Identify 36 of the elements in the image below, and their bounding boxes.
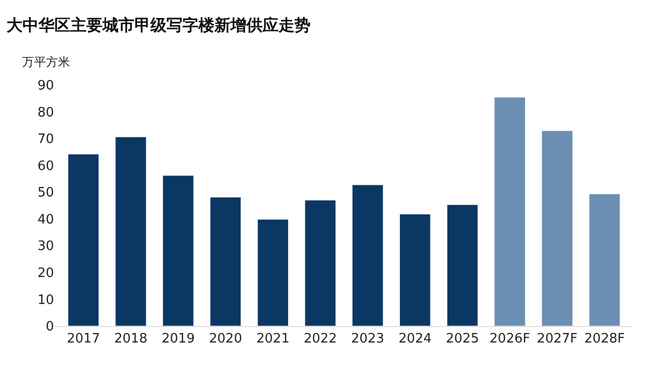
bar xyxy=(162,175,194,326)
x-tick-label: 2024 xyxy=(398,332,432,347)
y-tick-label: 70 xyxy=(37,132,54,148)
bar xyxy=(210,196,242,326)
x-tick-label: 2025 xyxy=(446,332,479,347)
bar xyxy=(588,194,620,326)
x-tick-label: 2017 xyxy=(66,332,100,347)
x-tick-label: 2018 xyxy=(114,332,148,347)
y-tick-label: 60 xyxy=(37,158,54,174)
y-tick-label: 80 xyxy=(37,105,54,120)
bar xyxy=(494,97,526,326)
x-tick-label: 2020 xyxy=(209,332,242,347)
x-tick-label: 2019 xyxy=(162,332,195,347)
y-tick-label: 40 xyxy=(37,212,54,228)
x-tick-label: 2026F xyxy=(490,332,530,347)
y-tick-label: 90 xyxy=(37,78,54,94)
bar xyxy=(399,214,431,326)
bar xyxy=(304,200,336,326)
chart-title: 大中华区主要城市甲级写字楼新增供应走势 xyxy=(6,15,311,34)
y-axis-title: 万平方米 xyxy=(22,55,70,69)
x-tick-label: 2027F xyxy=(536,332,578,347)
x-tick-label: 2028F xyxy=(584,332,625,347)
y-tick-label: 50 xyxy=(37,186,54,201)
y-tick-label: 20 xyxy=(37,266,54,281)
bar xyxy=(115,136,146,326)
bar xyxy=(68,154,100,326)
bar xyxy=(542,130,573,326)
bar xyxy=(446,204,478,326)
y-tick-label: 30 xyxy=(37,239,54,254)
y-tick-label: 0 xyxy=(46,320,54,335)
bar xyxy=(257,219,289,326)
y-tick-label: 10 xyxy=(37,292,54,308)
x-tick-label: 2021 xyxy=(256,332,290,347)
x-tick-label: 2023 xyxy=(351,332,384,347)
x-tick-label: 2022 xyxy=(304,332,337,347)
bar xyxy=(352,184,384,326)
